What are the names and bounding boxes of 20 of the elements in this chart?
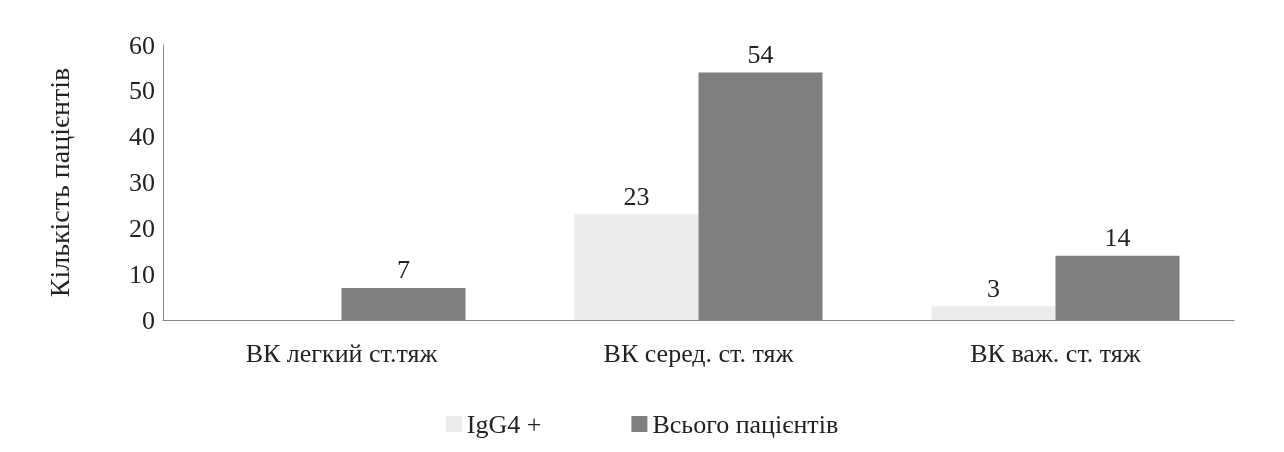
legend-label: IgG4 +	[466, 409, 542, 439]
y-tick-label: 20	[129, 213, 155, 243]
x-tick-label: ВК легкий ст.тяж	[245, 338, 439, 368]
y-tick-label: 30	[129, 168, 155, 197]
y-tick-label: 10	[129, 259, 155, 289]
y-tick-label: 50	[129, 76, 155, 106]
data-label: 14	[1104, 223, 1131, 253]
x-tick-label: ВК важ. ст. тяж	[970, 338, 1142, 368]
y-tick-label: 60	[129, 30, 155, 60]
bar	[931, 306, 1056, 320]
y-tick-label: 40	[129, 122, 155, 152]
bar	[574, 214, 699, 320]
data-label: 7	[397, 255, 410, 285]
data-label: 3	[987, 273, 1000, 303]
y-axis-title: Кількість пацієнтів	[43, 67, 75, 298]
y-tick-label: 0	[142, 305, 155, 335]
x-tick-label: ВК серед. ст. тяж	[603, 338, 795, 368]
data-label: 23	[623, 182, 650, 212]
data-label: 54	[747, 40, 774, 69]
legend-label: Всього пацієнтів	[652, 409, 839, 439]
